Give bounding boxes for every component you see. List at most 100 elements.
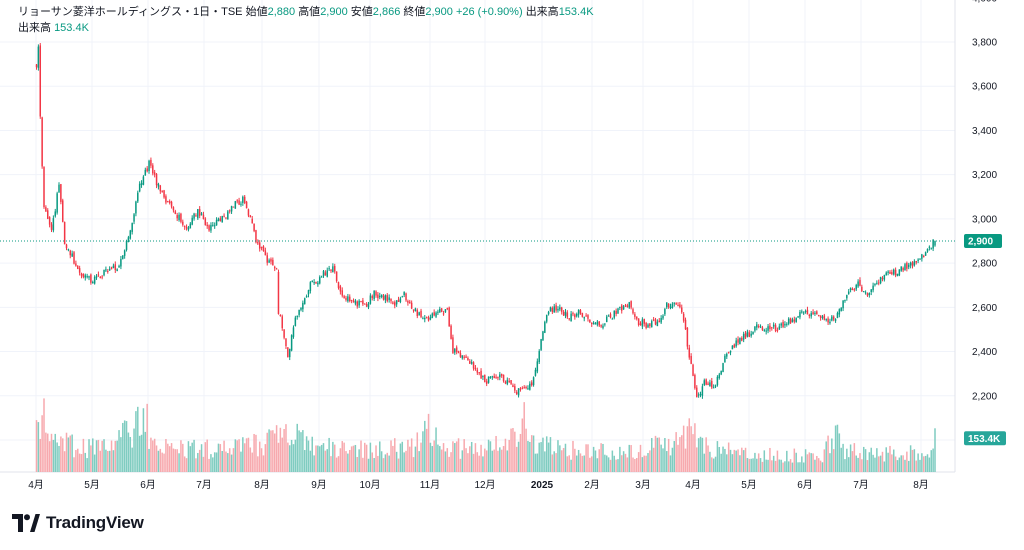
price-tick-label: 3,400 <box>972 126 997 137</box>
candle-body <box>799 311 801 318</box>
candle-body <box>388 297 390 300</box>
candle-body <box>228 210 231 212</box>
candle-body <box>281 316 283 329</box>
volume-bar <box>716 441 719 472</box>
candle-body <box>243 196 246 203</box>
volume-bar <box>733 449 736 472</box>
volume-bar <box>300 432 302 472</box>
volume-bar <box>667 438 670 472</box>
candle-body <box>590 322 593 325</box>
candle-body <box>67 249 70 251</box>
candle-body <box>722 363 724 372</box>
candle-body <box>480 370 482 379</box>
volume-bar <box>651 438 653 472</box>
candle-body <box>439 309 441 313</box>
volume-bar <box>613 455 615 472</box>
candle-body <box>371 296 374 298</box>
volume-bar <box>482 456 484 472</box>
candle-body <box>54 211 57 217</box>
candle-body <box>709 382 711 387</box>
price-axis[interactable]: 2,0002,2002,4002,6002,8003,0003,2003,400… <box>972 0 997 447</box>
volume-bar <box>780 459 782 472</box>
volume-bar <box>93 454 96 472</box>
volume-bar <box>365 444 368 472</box>
volume-bar <box>112 450 115 472</box>
symbol-title[interactable]: リョーサン菱洋ホールディングス・1日・TSE <box>18 6 243 18</box>
candle-body <box>326 270 328 277</box>
candle-body <box>772 324 775 327</box>
candle-body <box>183 225 186 227</box>
volume-bar <box>50 433 53 472</box>
candle-body <box>859 279 861 286</box>
volume-bar <box>926 454 929 472</box>
candle-body <box>776 330 779 332</box>
candle-body <box>525 387 527 389</box>
volume-bar <box>664 438 666 472</box>
volume-bar <box>493 449 495 472</box>
volume-bar <box>831 438 833 472</box>
candle-body <box>288 349 291 358</box>
time-tick-label: 9月 <box>311 479 327 491</box>
candle-body <box>90 274 92 283</box>
volume-bar <box>752 458 754 472</box>
candle-body <box>328 268 330 270</box>
time-tick-label: 8月 <box>913 479 929 491</box>
volume-bar <box>517 441 520 472</box>
candle-body <box>827 318 829 323</box>
volume-bar <box>585 444 587 472</box>
volume-bar <box>754 452 756 472</box>
volume-bar <box>801 456 803 472</box>
candle-body <box>120 259 122 267</box>
volume-bar <box>701 437 704 472</box>
candle-body <box>767 326 769 331</box>
candle-body <box>521 387 524 389</box>
candle-body <box>726 353 728 357</box>
chart-legend: リョーサン菱洋ホールディングス・1日・TSE 始値2,880 高値2,900 安… <box>18 5 594 36</box>
candle-body <box>375 291 377 296</box>
candle-body <box>431 313 434 318</box>
candle-body <box>619 306 621 308</box>
candle-body <box>549 307 552 312</box>
candle-body <box>857 281 859 287</box>
volume-bar <box>506 450 509 472</box>
volume-bar <box>628 444 630 472</box>
volume-bar <box>465 448 467 472</box>
volume-bar <box>446 448 449 472</box>
candle-body <box>277 271 280 314</box>
candle-body <box>335 271 338 282</box>
volume-bar <box>455 441 458 472</box>
candle-body <box>364 303 366 305</box>
candle-body <box>232 206 235 208</box>
tradingview-logo[interactable]: TradingView <box>12 513 144 533</box>
volume-bar <box>358 449 360 472</box>
volume-bar <box>696 447 698 472</box>
candle-body <box>917 259 919 261</box>
volume-bar <box>812 453 814 472</box>
volume-bar <box>457 438 460 472</box>
volume-bar <box>266 432 268 472</box>
candle-body <box>437 311 439 313</box>
candle-body <box>257 242 259 244</box>
candle-body <box>596 321 599 325</box>
candle-body <box>515 392 518 394</box>
candle-body <box>303 298 306 305</box>
candle-body <box>452 337 454 353</box>
volume-bar <box>107 451 109 472</box>
candle-body <box>849 287 852 291</box>
volume-bar <box>870 447 872 472</box>
volume-bar <box>799 462 801 472</box>
volume-bar <box>495 435 497 472</box>
volume-bar <box>534 453 537 472</box>
volume-bar <box>296 423 298 472</box>
price-tick-label: 3,000 <box>972 214 997 225</box>
volume-bar <box>711 457 713 472</box>
volume-bar <box>611 450 614 472</box>
candle-body <box>712 387 715 389</box>
volume-bar <box>583 455 585 472</box>
candle-body <box>872 285 874 291</box>
volume-bar <box>461 450 464 472</box>
volume-bar <box>861 459 863 472</box>
candle-body <box>804 310 807 312</box>
time-axis[interactable]: 4月 5月 6月 7月 8月 9月 10月 11月 12月 2025 2月 3月 4月 5月 6月 7月 8月 <box>28 479 929 491</box>
